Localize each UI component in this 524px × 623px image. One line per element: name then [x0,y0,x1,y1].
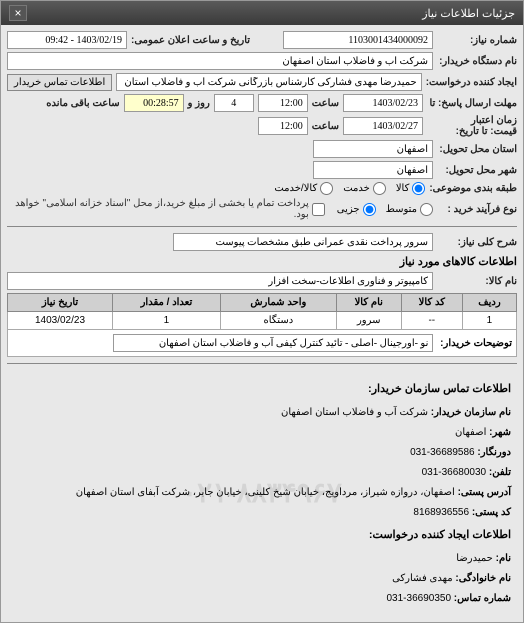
desc-label: شرح کلی نیاز: [437,237,517,248]
contact-section-title: اطلاعات تماس سازمان خریدار: [13,380,511,400]
proc-medium-radio[interactable]: متوسط [386,203,433,216]
col-qty: تعداد / مقدار [113,294,221,312]
surname-label: نام خانوادگی: [455,573,511,584]
col-row: ردیف [462,294,516,312]
process-note-checkbox[interactable]: پرداخت تمام یا بخشی از مبلغ خرید،از محل … [7,198,325,220]
col-name: نام کالا [336,294,401,312]
requester-label: ایجاد کننده درخواست: [426,77,517,88]
cell-unit: دستگاه [220,312,336,330]
category-radio-group: کالا خدمت کالا/خدمت [274,182,425,195]
buyer-notes-label: توضیحات خریدار: [440,338,512,349]
postal-addr-label: آدرس پستی: [458,487,511,498]
req-number-label: شماره نیاز: [437,35,517,46]
cell-date: 1403/02/23 [8,312,113,330]
buyer-contact-section: ۰۲۱-۸۸۳۴۹۶۷ اطلاعات تماس سازمان خریدار: … [7,370,517,616]
cat-goods-radio[interactable]: کالا [396,182,426,195]
buyer-label: نام دستگاه خریدار: [437,56,517,67]
saat-label-2: ساعت [312,121,339,132]
deadline-date-field [343,94,423,112]
form-content: شماره نیاز: تاریخ و ساعت اعلان عمومی: نا… [1,25,523,622]
announce-date-label: تاریخ و ساعت اعلان عمومی: [131,35,250,46]
col-unit: واحد شمارش [220,294,336,312]
delivery-city-field [313,161,433,179]
city-value: اصفهان [455,427,486,438]
desc-field [173,233,433,251]
col-code: کد کالا [401,294,462,312]
table-row[interactable]: 1 -- سرور دستگاه 1 1403/02/23 [8,312,517,330]
buyer-notes-field: نو -اورجینال -اصلی - تائید کنترل کیفی آب… [113,334,433,352]
requirement-details-window: جزئیات اطلاعات نیاز × شماره نیاز: تاریخ … [0,0,524,623]
postal-code-value: 8168936556 [413,507,469,518]
title-bar: جزئیات اطلاعات نیاز × [1,1,523,25]
close-icon[interactable]: × [9,5,27,21]
cell-row: 1 [462,312,516,330]
divider [7,226,517,227]
requester-field [116,73,421,91]
valid-to-date-field [343,117,423,135]
phone-value: 36680030-031 [422,467,487,478]
remain-label: ساعت باقی مانده [46,98,119,109]
proc-partial-radio[interactable]: جزیی [337,203,376,216]
req-number-field [283,31,433,49]
goods-table: ردیف کد کالا نام کالا واحد شمارش تعداد /… [7,293,517,357]
saat-label-1: ساعت [312,98,339,109]
deadline-time-field [258,94,308,112]
remaining-time-field [124,94,184,112]
goods-name-label: نام کالا: [437,276,517,287]
contact-phone-label: شماره تماس: [454,593,511,604]
window-title: جزئیات اطلاعات نیاز [422,7,515,20]
col-date: تاریخ نیاز [8,294,113,312]
org-value: شرکت آب و فاضلاب استان اصفهان [281,407,428,418]
delivery-city-label: شهر محل تحویل: [437,165,517,176]
postal-code-label: کد پستی: [472,507,511,518]
phone-label: تلفن: [489,467,511,478]
valid-to-label: زمان اعتبار قیمت: تا تاریخ: [427,115,517,137]
divider [7,363,517,364]
buyer-field [7,52,433,70]
goods-name-field [7,272,433,290]
cat-goods-service-radio[interactable]: کالا/خدمت [274,182,333,195]
contact-buyer-button[interactable]: اطلاعات تماس خریدار [7,74,112,91]
fax-label: دورنگار: [477,447,511,458]
days-label: روز و [188,98,210,109]
cell-code: -- [401,312,462,330]
table-row: توضیحات خریدار: نو -اورجینال -اصلی - تائ… [8,330,517,357]
announce-date-field [7,31,127,49]
delivery-province-label: استان محل تحویل: [437,144,517,155]
deadline-label: مهلت ارسال پاسخ: تا [427,98,517,109]
goods-section-title: اطلاعات کالاهای مورد نیاز [7,255,517,268]
table-header-row: ردیف کد کالا نام کالا واحد شمارش تعداد /… [8,294,517,312]
surname-value: مهدی فشارکی [392,573,453,584]
days-field [214,94,254,112]
name-label: نام: [496,553,511,564]
cell-name: سرور [336,312,401,330]
fax-value: 36689586-031 [410,447,475,458]
process-radio-group: متوسط جزیی [337,203,433,216]
postal-addr-value: اصفهان، دروازه شیراز، مرداویج، خیابان شی… [76,487,455,498]
creator-section-title: اطلاعات ایجاد کننده درخواست: [13,526,511,546]
valid-to-time-field [258,117,308,135]
city-label: شهر: [489,427,511,438]
delivery-province-field [313,140,433,158]
org-label: نام سازمان خریدار: [431,407,511,418]
cell-qty: 1 [113,312,221,330]
process-type-label: نوع فرآیند خرید : [437,204,517,215]
cat-service-radio[interactable]: خدمت [343,182,386,195]
name-value: حمیدرضا [456,553,493,564]
category-label: طبقه بندی موضوعی: [429,183,517,194]
contact-phone-value: 36690350-031 [386,593,451,604]
